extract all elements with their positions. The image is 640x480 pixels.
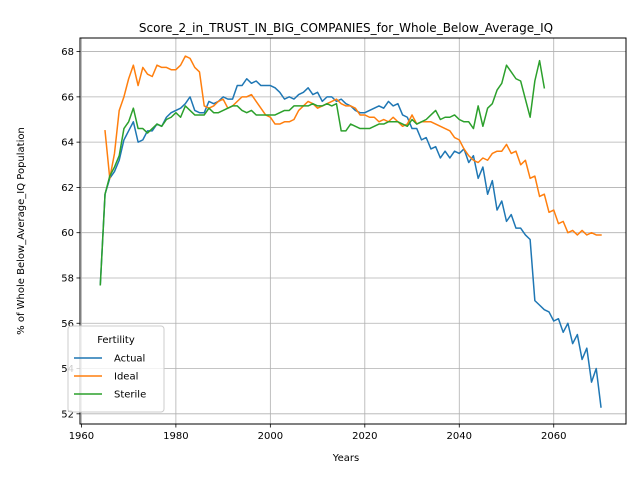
- x-tick-label: 2020: [352, 431, 377, 442]
- legend-title: Fertility: [97, 335, 135, 346]
- series-group: [99, 55, 602, 408]
- y-tick-label: 66: [61, 92, 74, 103]
- grid-lines: [80, 38, 626, 424]
- y-tick-label: 52: [61, 409, 74, 420]
- y-axis-label: % of Whole Below_Average_IQ Population: [16, 127, 27, 335]
- legend-box: [67, 325, 165, 413]
- plot-frame: [79, 37, 627, 425]
- x-tick-label: 1980: [163, 431, 188, 442]
- x-axis-label: Years: [332, 453, 359, 464]
- y-tick-label: 64: [61, 138, 74, 149]
- x-tick-label: 2060: [541, 431, 566, 442]
- y-tick-label: 60: [61, 228, 74, 239]
- series-line-ideal: [104, 55, 602, 236]
- legend-label-sterile: Sterile: [114, 390, 146, 401]
- x-axis: 1960 1980 2000 2020 2040 2060: [69, 424, 566, 442]
- x-tick-label: 1960: [69, 431, 94, 442]
- chart-title: Score_2_in_TRUST_IN_BIG_COMPANIES_for_Wh…: [139, 21, 553, 35]
- x-tick-label: 2040: [447, 431, 472, 442]
- x-tick-label: 2000: [258, 431, 283, 442]
- legend-entries: Actual Ideal Sterile: [74, 354, 146, 401]
- legend-label-ideal: Ideal: [114, 372, 138, 383]
- legend: Fertility Actual Ideal Sterile: [67, 325, 165, 413]
- series-line-sterile: [99, 59, 546, 286]
- y-tick-label: 68: [61, 47, 74, 58]
- y-tick-label: 56: [61, 319, 74, 330]
- y-tick-label: 58: [61, 273, 74, 284]
- y-tick-label: 62: [61, 183, 74, 194]
- legend-label-actual: Actual: [114, 354, 145, 365]
